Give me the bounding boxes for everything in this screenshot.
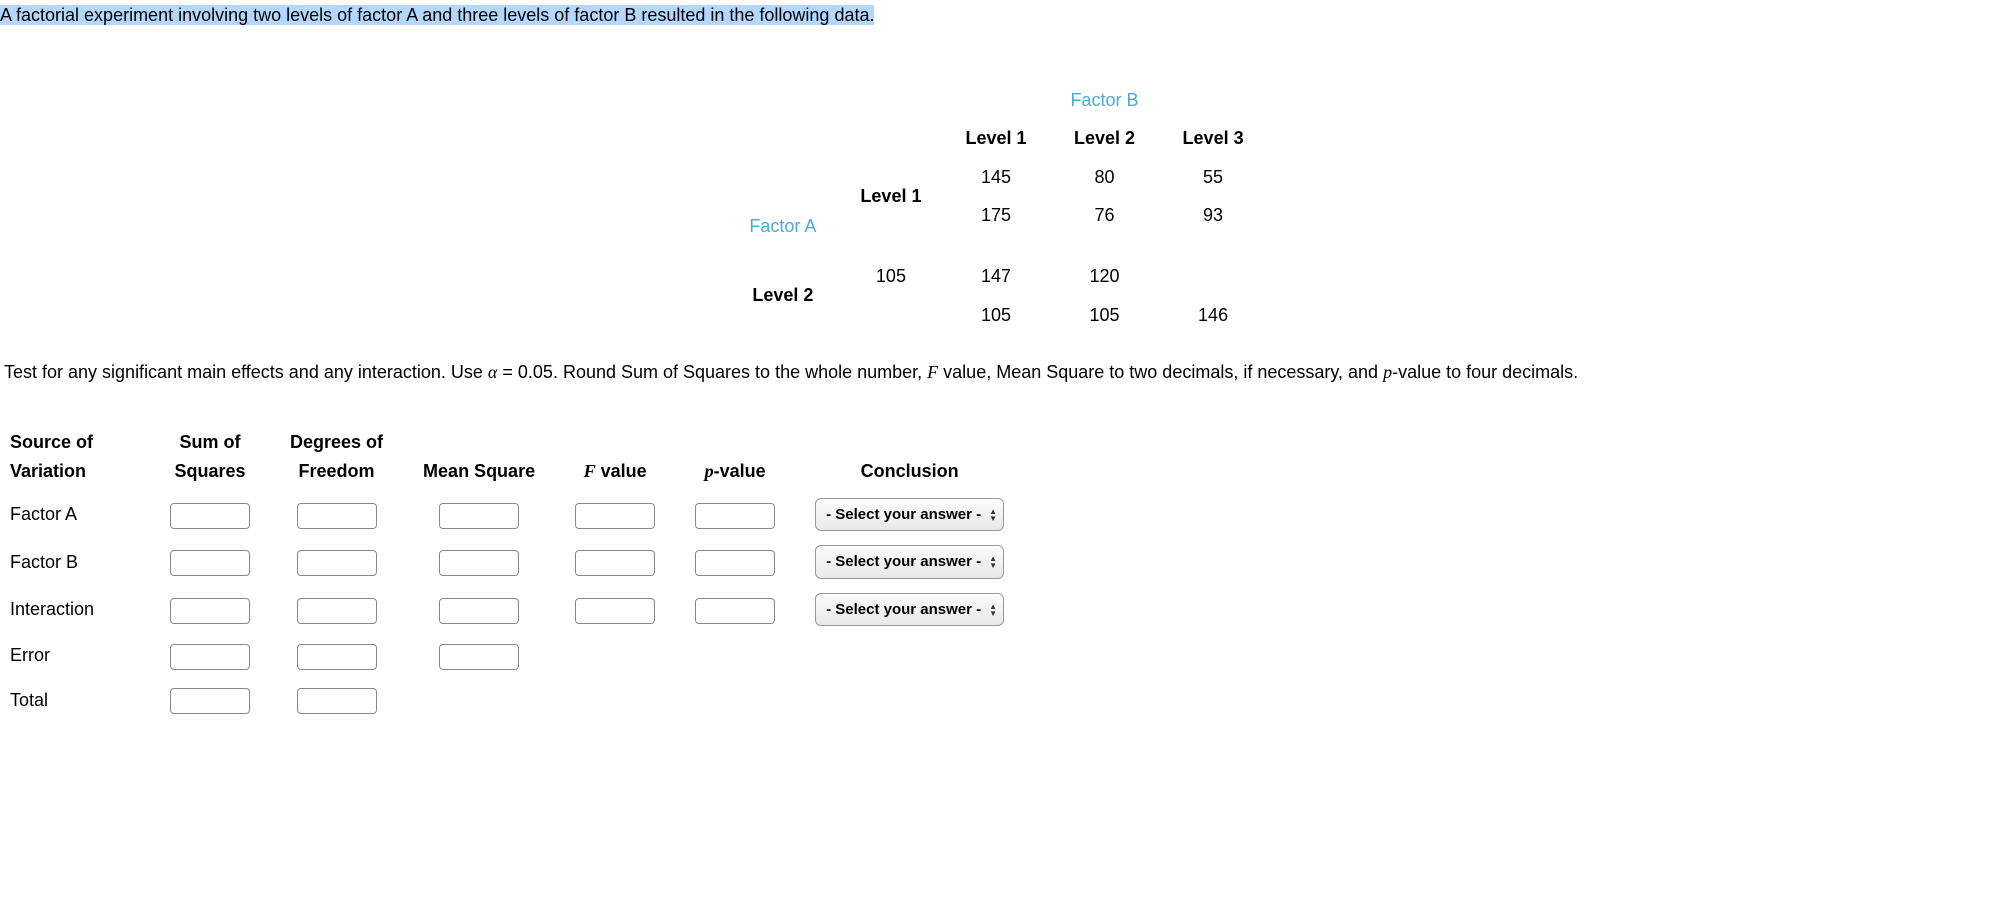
input-interaction-ss[interactable] (170, 598, 250, 624)
input-interaction-ms[interactable] (439, 598, 519, 624)
cell-a1b1-r1: 145 (943, 158, 1048, 197)
input-error-df[interactable] (297, 644, 377, 670)
cell-a2b2-r1: 147 (943, 257, 1048, 296)
header-conclusion: Conclusion (795, 426, 1024, 488)
cell-a1b2-r2: 76 (1049, 196, 1161, 235)
anova-row-factor-b: Factor B - Select your answer - ▲▼ (10, 541, 1024, 583)
b-level-3-header: Level 3 (1161, 119, 1266, 158)
cell-a2b1-r2: 105 (943, 296, 1048, 335)
cell-a2b2-r2: 105 (1049, 296, 1161, 335)
instructions-text: Test for any significant main effects an… (4, 354, 1989, 390)
select-placeholder: - Select your answer - (826, 597, 981, 623)
cell-a1b3-r2: 93 (1161, 196, 1266, 235)
stepper-icon: ▲▼ (989, 603, 997, 617)
factor-a-header: Factor A (727, 196, 838, 257)
input-factor-b-f[interactable] (575, 550, 655, 576)
cell-a2b3-r2: 146 (1161, 296, 1266, 335)
input-total-df[interactable] (297, 688, 377, 714)
input-factor-a-p[interactable] (695, 503, 775, 529)
row-label-factor-b: Factor B (10, 541, 150, 583)
header-f: F value (555, 426, 675, 488)
input-factor-b-ss[interactable] (170, 550, 250, 576)
select-placeholder: - Select your answer - (826, 549, 981, 575)
select-factor-b-conclusion[interactable]: - Select your answer - ▲▼ (815, 545, 1004, 579)
header-ms: Mean Square (403, 426, 555, 488)
anova-row-total: Total (10, 681, 1024, 720)
row-label-factor-a: Factor A (10, 494, 150, 536)
anova-header-row: Source ofVariation Sum ofSquares Degrees… (10, 426, 1024, 488)
anova-row-error: Error (10, 636, 1024, 675)
p-symbol: p (1383, 362, 1392, 382)
row-label-interaction: Interaction (10, 589, 150, 631)
data-table-container: Factor B Level 1 Level 2 Level 3 Level 1… (727, 81, 1265, 335)
anova-row-factor-a: Factor A - Select your answer - ▲▼ (10, 494, 1024, 536)
input-error-ss[interactable] (170, 644, 250, 670)
stepper-icon: ▲▼ (989, 555, 997, 569)
input-factor-a-f[interactable] (575, 503, 655, 529)
input-factor-b-ms[interactable] (439, 550, 519, 576)
select-factor-a-conclusion[interactable]: - Select your answer - ▲▼ (815, 498, 1004, 532)
stepper-icon: ▲▼ (989, 508, 997, 522)
input-interaction-df[interactable] (297, 598, 377, 624)
anova-table: Source ofVariation Sum ofSquares Degrees… (10, 420, 1024, 725)
select-interaction-conclusion[interactable]: - Select your answer - ▲▼ (815, 593, 1004, 627)
anova-row-interaction: Interaction - Select your answer - ▲▼ (10, 589, 1024, 631)
input-factor-a-ms[interactable] (439, 503, 519, 529)
factor-b-header: Factor B (1049, 81, 1161, 120)
header-source: Source ofVariation (10, 426, 150, 488)
a-level-2-header: Level 2 (727, 257, 838, 334)
input-interaction-p[interactable] (695, 598, 775, 624)
input-factor-b-p[interactable] (695, 550, 775, 576)
cell-a1b2-r1: 80 (1049, 158, 1161, 197)
cell-a1b1-r2: 175 (943, 196, 1048, 235)
header-p: p-value (675, 426, 795, 488)
cell-a2b1-r1: 105 (838, 257, 943, 296)
input-error-ms[interactable] (439, 644, 519, 670)
input-factor-a-ss[interactable] (170, 503, 250, 529)
input-interaction-f[interactable] (575, 598, 655, 624)
f-symbol: F (927, 362, 938, 382)
cell-a2b3-r1: 120 (1049, 257, 1161, 296)
a-level-1-header: Level 1 (838, 158, 943, 235)
input-factor-b-df[interactable] (297, 550, 377, 576)
header-df: Degrees ofFreedom (270, 426, 403, 488)
input-total-ss[interactable] (170, 688, 250, 714)
alpha-symbol: α (488, 362, 497, 382)
header-ss: Sum ofSquares (150, 426, 270, 488)
select-placeholder: - Select your answer - (826, 502, 981, 528)
question-intro-text: A factorial experiment involving two lev… (0, 5, 874, 25)
row-label-error: Error (10, 636, 150, 675)
data-table: Factor B Level 1 Level 2 Level 3 Level 1… (727, 81, 1265, 335)
b-level-1-header: Level 1 (943, 119, 1048, 158)
row-label-total: Total (10, 681, 150, 720)
cell-a1b3-r1: 55 (1161, 158, 1266, 197)
question-intro: A factorial experiment involving two lev… (0, 0, 1993, 31)
b-level-2-header: Level 2 (1049, 119, 1161, 158)
input-factor-a-df[interactable] (297, 503, 377, 529)
